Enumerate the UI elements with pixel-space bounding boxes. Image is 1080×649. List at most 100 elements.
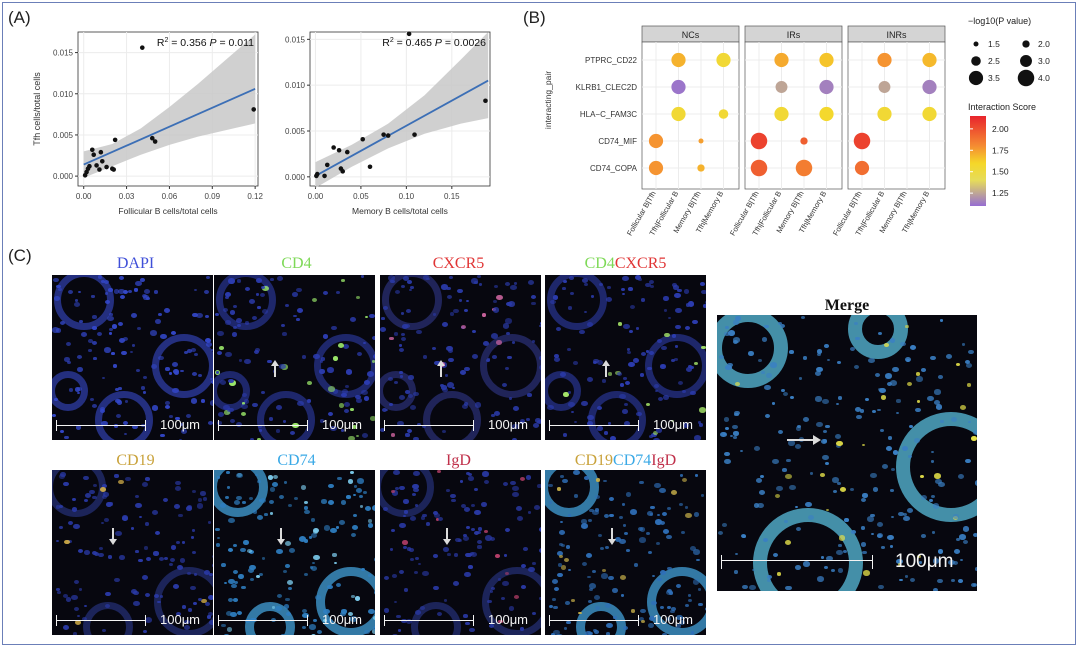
data-point xyxy=(152,139,158,144)
nucleus xyxy=(261,391,265,395)
nucleus xyxy=(962,539,968,544)
nucleus xyxy=(564,601,570,605)
nucleus xyxy=(654,483,661,489)
nucleus xyxy=(862,550,867,555)
nucleus xyxy=(346,495,351,499)
nucleus xyxy=(563,392,569,397)
nucleus xyxy=(815,396,822,402)
nucleus xyxy=(964,360,970,365)
nucleus xyxy=(101,376,105,379)
nucleus xyxy=(683,289,690,294)
nucleus xyxy=(143,289,151,295)
nucleus xyxy=(899,341,906,347)
nucleus xyxy=(323,525,331,531)
gland-structure xyxy=(214,370,251,411)
nucleus xyxy=(676,615,683,621)
nucleus xyxy=(514,594,520,599)
size-legend-dot xyxy=(973,41,979,47)
nucleus xyxy=(357,351,363,356)
nucleus xyxy=(447,552,451,556)
nucleus xyxy=(296,400,304,407)
nucleus xyxy=(914,407,921,413)
nucleus xyxy=(972,430,977,436)
nucleus xyxy=(437,470,441,474)
nucleus xyxy=(693,512,700,517)
nucleus xyxy=(232,304,238,308)
nucleus xyxy=(930,450,935,454)
gland-structure xyxy=(480,333,541,398)
data-point xyxy=(406,31,412,37)
nucleus xyxy=(65,341,72,346)
nucleus xyxy=(351,532,357,537)
nucleus xyxy=(548,605,553,609)
nucleus xyxy=(296,318,301,322)
nucleus xyxy=(360,275,364,278)
nucleus xyxy=(785,473,793,480)
nucleus xyxy=(764,414,771,419)
nucleus xyxy=(269,500,275,505)
nucleus xyxy=(332,389,339,394)
nucleus xyxy=(118,289,125,295)
nucleus xyxy=(593,595,600,601)
nucleus xyxy=(204,314,209,318)
label-cxcr5-part: CXCR5 xyxy=(614,255,667,272)
gland-structure xyxy=(54,275,115,330)
nucleus xyxy=(820,556,825,559)
nucleus xyxy=(401,540,408,545)
nucleus xyxy=(568,568,572,572)
nucleus xyxy=(400,312,405,316)
nucleus xyxy=(870,513,875,518)
nucleus xyxy=(99,546,104,551)
nucleus xyxy=(400,284,405,288)
nucleus xyxy=(415,557,420,561)
nucleus xyxy=(207,521,212,525)
nucleus xyxy=(332,553,337,557)
nucleus xyxy=(441,429,446,433)
nucleus xyxy=(282,570,288,574)
nucleus xyxy=(160,333,167,340)
nucleus xyxy=(635,327,640,331)
nucleus xyxy=(587,414,594,421)
nucleus xyxy=(583,476,589,481)
nucleus xyxy=(555,326,561,332)
interaction-dot xyxy=(819,52,834,68)
nucleus xyxy=(525,475,531,480)
nucleus xyxy=(275,605,282,611)
nucleus xyxy=(655,389,659,393)
nucleus xyxy=(677,288,682,293)
scale-label: 100μm xyxy=(895,551,954,572)
nucleus xyxy=(380,427,386,432)
nucleus xyxy=(284,540,292,546)
nucleus xyxy=(618,515,623,519)
nucleus xyxy=(497,578,502,582)
nucleus xyxy=(861,526,866,530)
nucleus xyxy=(77,549,83,554)
nucleus xyxy=(154,593,160,598)
data-point xyxy=(251,107,257,112)
nucleus xyxy=(412,483,419,489)
nucleus xyxy=(457,288,463,294)
facet-label: NCs xyxy=(682,30,700,40)
nucleus xyxy=(442,321,448,327)
nucleus xyxy=(527,279,534,285)
nucleus xyxy=(420,606,425,610)
nucleus xyxy=(659,569,666,575)
nucleus xyxy=(404,389,410,394)
nucleus xyxy=(585,552,593,558)
nucleus xyxy=(192,312,198,318)
nucleus xyxy=(191,536,195,539)
nucleus xyxy=(158,356,164,361)
nucleus xyxy=(959,405,966,411)
nucleus xyxy=(228,578,235,584)
nucleus xyxy=(959,534,966,540)
nucleus xyxy=(496,294,503,300)
nucleus xyxy=(794,505,799,509)
nucleus xyxy=(599,547,604,551)
nucleus xyxy=(447,295,453,300)
nucleus xyxy=(389,403,394,407)
nucleus xyxy=(413,487,419,493)
nucleus xyxy=(198,373,203,378)
nucleus xyxy=(840,487,847,493)
nucleus xyxy=(104,291,109,295)
nucleus xyxy=(882,464,889,470)
